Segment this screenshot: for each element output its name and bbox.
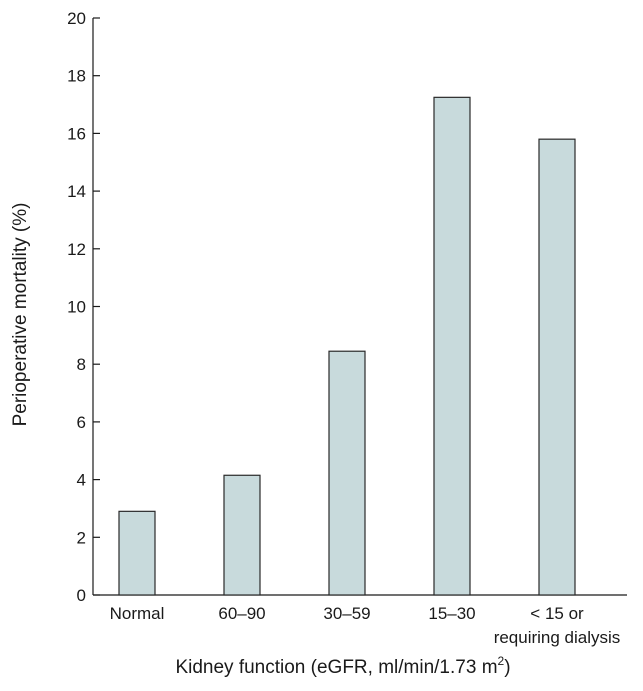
bar	[223, 474, 261, 596]
bar	[538, 138, 576, 596]
y-tick-label: 12	[67, 240, 86, 259]
bar	[118, 510, 156, 596]
y-tick-label: 4	[77, 471, 86, 490]
x-axis-title-suffix: )	[504, 657, 510, 678]
x-tick-label: Normal	[110, 604, 165, 623]
y-tick-label: 8	[77, 355, 86, 374]
y-tick-label: 6	[77, 413, 86, 432]
x-axis-title-superscript: 2	[498, 654, 505, 668]
y-tick-label: 2	[77, 528, 86, 547]
y-tick-label: 0	[77, 586, 86, 605]
y-tick-label: 10	[67, 298, 86, 317]
y-tick-label: 14	[67, 182, 86, 201]
x-axis-title-main: Kidney function (eGFR, ml/min/1.73 m	[175, 657, 497, 678]
x-axis: Normal 60–90 30–59 15–30 < 15 or requiring di…	[93, 594, 627, 647]
bar	[328, 350, 366, 596]
x-tick-label: 30–59	[323, 604, 370, 623]
y-tick-label: 16	[67, 124, 86, 143]
x-tick-label: 60–90	[218, 604, 265, 623]
x-tick-label: < 15 or	[530, 604, 584, 623]
x-tick-label: 15–30	[428, 604, 475, 623]
y-axis-title: Perioperative mortality (%)	[10, 203, 31, 427]
y-tick-label: 18	[67, 67, 86, 86]
bar	[433, 96, 471, 596]
bars	[118, 96, 576, 596]
x-axis-title: Kidney function (eGFR, ml/min/1.73 m2)	[175, 654, 510, 678]
x-tick-label: requiring dialysis	[494, 628, 621, 647]
y-tick-label: 20	[67, 9, 86, 28]
y-axis: 0 2 4 6 8 10 12 14 16 18 20	[67, 9, 100, 605]
